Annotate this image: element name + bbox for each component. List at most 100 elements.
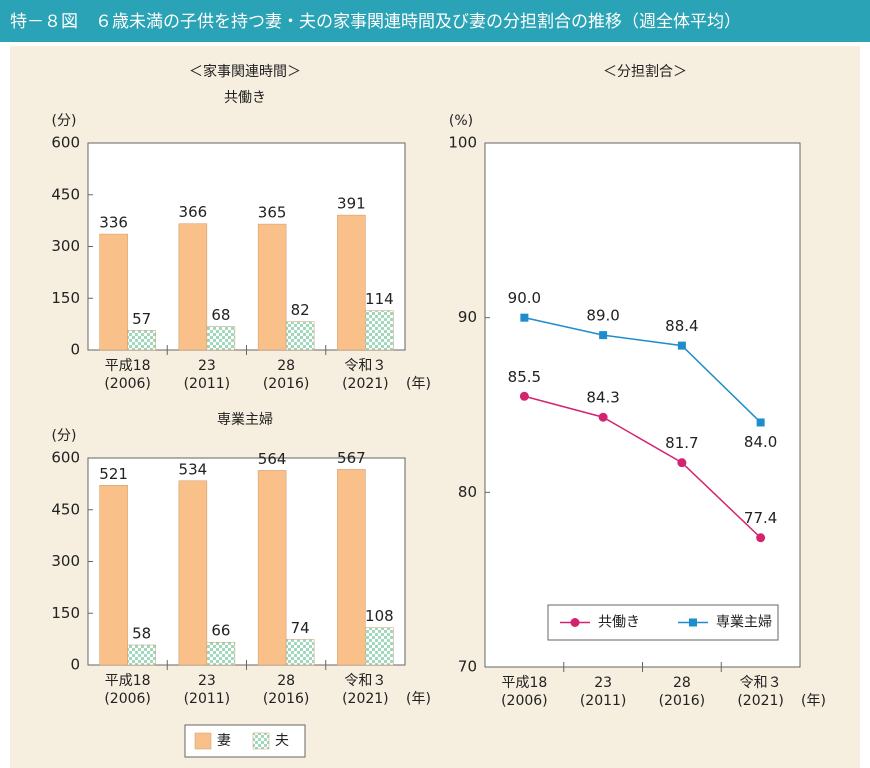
legend-marker <box>689 618 697 627</box>
x-tick-label: 平成18 <box>105 358 151 374</box>
data-label: 84.3 <box>586 389 619 407</box>
y-tick-label: 300 <box>51 552 80 570</box>
data-label: 85.5 <box>508 368 541 386</box>
x-tick-label: (2011) <box>580 693 627 709</box>
x-tick-label: 23 <box>198 673 216 689</box>
marker <box>519 391 529 401</box>
y-tick-label: 600 <box>51 134 80 152</box>
y-unit: (分) <box>52 113 77 129</box>
header-bar <box>0 0 870 42</box>
data-label: 567 <box>337 449 366 467</box>
legend-swatch <box>252 732 270 750</box>
x-tick-label: (2006) <box>501 693 548 709</box>
x-tick-label: 28 <box>277 358 295 374</box>
x-tick-label: (2016) <box>263 376 310 392</box>
bar <box>285 639 315 666</box>
y-tick-label: 0 <box>70 341 80 359</box>
bar <box>206 326 236 351</box>
x-tick-label: 23 <box>198 358 216 374</box>
section-title: ＜家事関連時間＞ <box>189 63 301 80</box>
section-title: ＜分担割合＞ <box>603 63 687 80</box>
x-tick-label: (2006) <box>104 376 151 392</box>
data-label: 564 <box>258 450 287 468</box>
x-tick-label: (2006) <box>104 691 151 707</box>
data-label: 366 <box>179 203 208 221</box>
marker <box>677 341 686 350</box>
bar <box>178 480 208 666</box>
legend-label: 夫 <box>275 733 289 749</box>
data-label: 534 <box>179 460 208 478</box>
data-label: 77.4 <box>744 509 777 527</box>
bar <box>337 469 366 666</box>
y-tick-label: 600 <box>51 449 80 467</box>
x-tick-label: (2021) <box>737 693 784 709</box>
y-tick-label: 0 <box>70 656 80 674</box>
data-label: 74 <box>291 619 310 637</box>
x-tick-label: (2016) <box>659 693 706 709</box>
x-tick-label: (2016) <box>263 691 310 707</box>
marker <box>756 533 766 543</box>
y-tick-label: 300 <box>51 237 80 255</box>
y-tick-label: 80 <box>458 483 477 501</box>
x-tick-label: 令和３ <box>740 675 782 691</box>
x-tick-label: (2011) <box>184 376 231 392</box>
line <box>524 316 762 424</box>
x-unit: (年) <box>801 693 826 709</box>
bar <box>337 214 366 351</box>
data-label: 521 <box>99 465 128 483</box>
x-tick-label: 平成18 <box>501 675 547 691</box>
y-tick-label: 90 <box>458 308 477 326</box>
bar <box>206 641 236 666</box>
data-label: 89.0 <box>586 307 619 325</box>
data-label: 336 <box>99 214 128 232</box>
data-label: 66 <box>211 622 230 640</box>
plot-area <box>484 142 801 668</box>
bar <box>285 321 315 351</box>
data-label: 81.7 <box>665 434 698 452</box>
data-label: 391 <box>337 195 366 213</box>
data-label: 365 <box>258 204 287 222</box>
legend-label: 共働き <box>598 615 640 631</box>
x-tick-label: 令和３ <box>344 673 386 689</box>
x-tick-label: (2021) <box>342 691 389 707</box>
bar <box>257 223 287 351</box>
data-label: 58 <box>132 624 151 642</box>
bar <box>99 485 128 666</box>
header-title: 特－８図 ６歳未満の子供を持つ妻・夫の家事関連時間及び妻の分担割合の推移（週全体… <box>10 12 741 32</box>
x-tick-label: 28 <box>277 673 295 689</box>
bar <box>257 470 287 666</box>
y-tick-label: 70 <box>458 658 477 676</box>
line <box>524 395 762 539</box>
bar <box>365 310 394 351</box>
legend-label: 妻 <box>217 733 231 749</box>
chart-title: 共働き <box>224 90 266 106</box>
bar <box>365 627 394 666</box>
data-label: 84.0 <box>744 433 777 451</box>
marker <box>520 313 529 322</box>
legend-label: 専業主婦 <box>716 614 772 631</box>
bar <box>99 233 128 351</box>
x-tick-label: 平成18 <box>105 673 151 689</box>
data-label: 114 <box>365 290 394 308</box>
x-unit: (年) <box>406 376 431 392</box>
x-tick-label: (2021) <box>342 376 389 392</box>
y-tick-label: 450 <box>51 500 80 518</box>
bar <box>178 223 208 351</box>
x-unit: (年) <box>406 691 431 707</box>
data-label: 88.4 <box>665 317 698 335</box>
marker <box>599 331 608 340</box>
legend-swatch <box>194 732 212 750</box>
y-tick-label: 150 <box>51 289 80 307</box>
bar <box>127 330 156 351</box>
y-tick-label: 100 <box>448 134 477 152</box>
x-tick-label: 28 <box>673 675 691 691</box>
legend-marker <box>570 618 580 627</box>
chart-title: 専業主婦 <box>217 411 273 428</box>
y-unit: (%) <box>449 113 473 129</box>
data-label: 90.0 <box>508 289 541 307</box>
y-tick-label: 450 <box>51 185 80 203</box>
data-label: 108 <box>365 607 394 625</box>
data-label: 57 <box>132 310 151 328</box>
